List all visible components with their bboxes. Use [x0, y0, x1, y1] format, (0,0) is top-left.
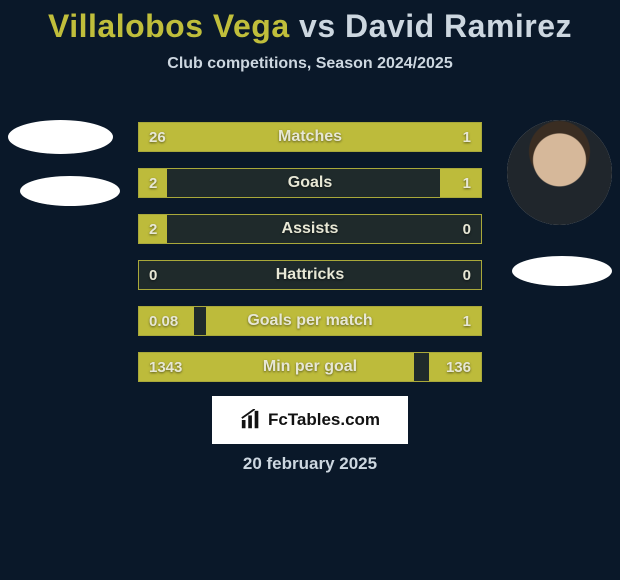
stat-row: Matches261 — [138, 122, 482, 152]
stat-fill-right — [429, 353, 481, 381]
stat-label: Assists — [139, 215, 481, 243]
stat-fill-right — [440, 169, 481, 197]
stat-row: Goals per match0.081 — [138, 306, 482, 336]
stat-fill-right — [214, 123, 481, 151]
stat-row: Min per goal1343136 — [138, 352, 482, 382]
title-vs: vs — [299, 8, 336, 44]
avatar-right — [507, 120, 612, 225]
stat-row: Assists20 — [138, 214, 482, 244]
stat-fill-left — [139, 169, 167, 197]
stat-label: Goals — [139, 169, 481, 197]
stat-value-right: 0 — [463, 261, 471, 289]
stat-bars: Matches261Goals21Assists20Hattricks00Goa… — [138, 122, 482, 398]
date-text: 20 february 2025 — [0, 454, 620, 474]
brand-badge: FcTables.com — [212, 396, 408, 444]
subtitle: Club competitions, Season 2024/2025 — [0, 55, 620, 73]
stat-value-right: 0 — [463, 215, 471, 243]
title-player2: David Ramirez — [345, 8, 572, 44]
title: Villalobos Vega vs David Ramirez — [0, 0, 620, 45]
title-player1: Villalobos Vega — [48, 8, 290, 44]
avatar-left-placeholder-2 — [20, 176, 120, 206]
stat-fill-left — [139, 307, 194, 335]
avatar-right-shadow-ellipse — [512, 256, 612, 286]
stat-fill-left — [139, 123, 214, 151]
stat-fill-left — [139, 215, 167, 243]
stat-row: Hattricks0 0 — [138, 260, 482, 290]
stat-fill-left — [139, 353, 414, 381]
comparison-infographic: Villalobos Vega vs David Ramirez Club co… — [0, 0, 620, 580]
chart-bars-icon — [240, 409, 262, 431]
stat-fill-right — [206, 307, 481, 335]
stat-row: Goals21 — [138, 168, 482, 198]
stat-value-left: 0 — [149, 261, 157, 289]
avatar-right-photo — [507, 120, 612, 225]
stat-label: Hattricks — [139, 261, 481, 289]
brand-text: FcTables.com — [268, 410, 380, 430]
avatar-left-placeholder-1 — [8, 120, 113, 154]
